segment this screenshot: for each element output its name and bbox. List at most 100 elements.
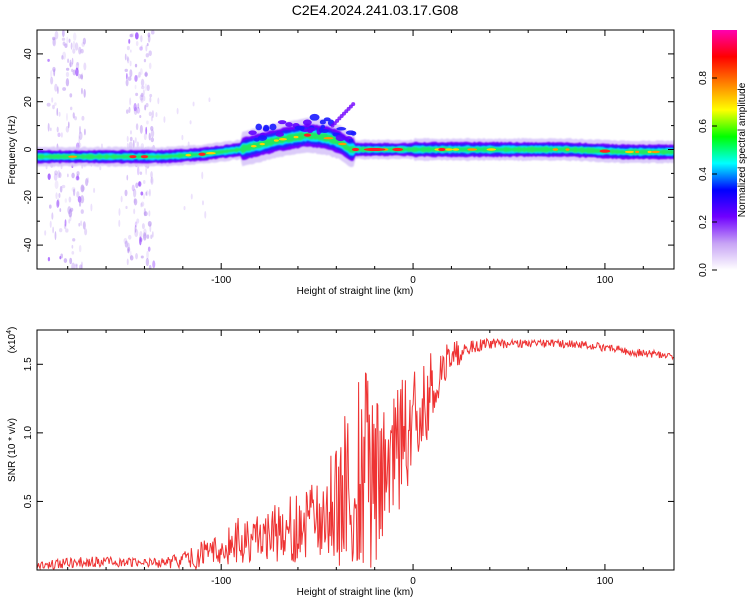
heatmap-band-cyan: [37, 129, 674, 161]
heatmap-speckle: [129, 97, 132, 106]
heatmap-speckle: [145, 166, 147, 176]
heatmap-speckle: [50, 76, 54, 85]
heatmap-speckle: [141, 93, 144, 98]
colorbar-tick-label: 0.8: [698, 71, 709, 85]
heatmap-peak: [647, 150, 652, 154]
heatmap-speckle: [135, 123, 139, 131]
heatmap-speckle: [140, 201, 145, 207]
heatmap-blob: [309, 113, 320, 121]
heatmap-blob: [307, 128, 314, 134]
heatmap-speckle: [64, 43, 68, 48]
snr-axes: -100 0 100 0.5 1.0 1.5: [23, 330, 674, 587]
heatmap-speckle: [135, 92, 139, 97]
heatmap-speckle: [90, 203, 93, 212]
heatmap-speckle: [208, 97, 211, 103]
heatmap-speckle: [59, 255, 62, 260]
heatmap-speckle: [150, 234, 153, 240]
heatmap-speckle: [152, 260, 156, 269]
heatmap-speckle: [147, 246, 151, 252]
heatmap-peak-red: [129, 155, 137, 159]
heatmap-speckle: [135, 253, 138, 260]
heatmap-speckle: [83, 88, 86, 98]
heatmap-speckle: [126, 56, 130, 64]
heatmap-speckle: [54, 83, 58, 92]
heatmap-speckle: [137, 102, 140, 109]
heatmap-speckle: [149, 188, 151, 197]
colorbar-tick-label: 0.6: [698, 119, 709, 133]
heatmap-speckle: [131, 184, 135, 192]
heatmap-speckle: [150, 30, 155, 35]
heatmap-speckle: [56, 126, 59, 133]
heatmap-speckle: [139, 236, 142, 246]
heatmap-speckle: [71, 68, 74, 73]
heatmap-speckle: [69, 59, 72, 68]
heatmap-speckle: [57, 170, 61, 179]
heatmap-speckle: [82, 221, 86, 230]
heatmap-speckle: [65, 78, 70, 87]
heatmap-speckle: [125, 205, 128, 210]
heatmap-speckle: [125, 72, 128, 80]
snr-panel: -100 0 100 0.5 1.0 1.5 Height of straight lin…: [6, 327, 675, 598]
heatmap-speckle: [135, 40, 139, 47]
heatmap-speckle: [129, 60, 132, 67]
heatmap-speckle: [148, 132, 151, 141]
heatmap-speckle: [93, 187, 96, 193]
heatmap-speckle: [67, 58, 70, 64]
heatmap-speckle: [56, 199, 60, 208]
heatmap-speckle: [78, 131, 83, 141]
heatmap-speckle: [71, 244, 74, 249]
heatmap-speckle: [129, 69, 133, 78]
heatmap-speckle: [54, 30, 59, 40]
heatmap-speckle: [70, 207, 74, 212]
heatmap-speckle: [163, 116, 166, 123]
heatmap-speckle: [134, 84, 137, 90]
heatmap-speckle: [78, 201, 82, 207]
heatmap-speckle: [83, 128, 86, 136]
heatmap-speckle: [61, 184, 66, 189]
heatmap-speckle: [71, 57, 74, 65]
heatmap-speckle: [81, 115, 85, 121]
heatmap-speckle: [136, 218, 140, 224]
heatmap-speckle: [138, 181, 141, 186]
heatmap-speckle: [62, 87, 67, 91]
heatmap-speckle: [128, 39, 131, 44]
heatmap-speckle: [85, 178, 89, 187]
heatmap-speckle: [80, 195, 85, 204]
snr-frame: [36, 329, 675, 571]
heatmap-peak: [278, 138, 287, 141]
heatmap-speckle: [145, 53, 150, 58]
heatmap-speckle: [141, 44, 143, 49]
heatmap-peak-red: [392, 147, 404, 152]
heatmap-speckle: [58, 228, 63, 233]
heatmap-peak: [635, 150, 640, 154]
heatmap-peak: [624, 150, 634, 154]
heatmap-speckle: [144, 104, 147, 111]
heatmap-speckle: [76, 171, 80, 176]
heatmap-blob: [336, 127, 347, 131]
heatmap-speckle: [151, 110, 154, 119]
heatmap-speckle: [77, 73, 82, 79]
heatmap-speckle: [145, 103, 149, 108]
heatmap-y-tick-label: 0: [23, 146, 34, 152]
heatmap-speckle: [129, 130, 132, 135]
heatmap-blob: [257, 135, 268, 141]
heatmap-speckle: [73, 32, 77, 41]
heatmap-speckle: [140, 255, 144, 259]
heatmap-peak: [185, 153, 192, 157]
heatmap-speckle: [126, 135, 129, 142]
heatmap-speckle: [56, 198, 60, 207]
heatmap-speckle: [71, 251, 75, 255]
heatmap-blob: [348, 138, 354, 143]
heatmap-speckle: [129, 136, 133, 142]
heatmap-speckle: [176, 107, 179, 115]
heatmap-speckle: [143, 228, 147, 237]
heatmap-peak: [552, 148, 559, 151]
heatmap-speckle: [46, 102, 51, 107]
heatmap-blob: [299, 126, 305, 132]
heatmap-speckle: [134, 228, 139, 238]
heatmap-speckle: [66, 36, 69, 45]
heatmap-speckle: [129, 255, 134, 261]
heatmap-speckle: [118, 208, 121, 216]
heatmap-x-tick-label: -100: [211, 275, 231, 286]
